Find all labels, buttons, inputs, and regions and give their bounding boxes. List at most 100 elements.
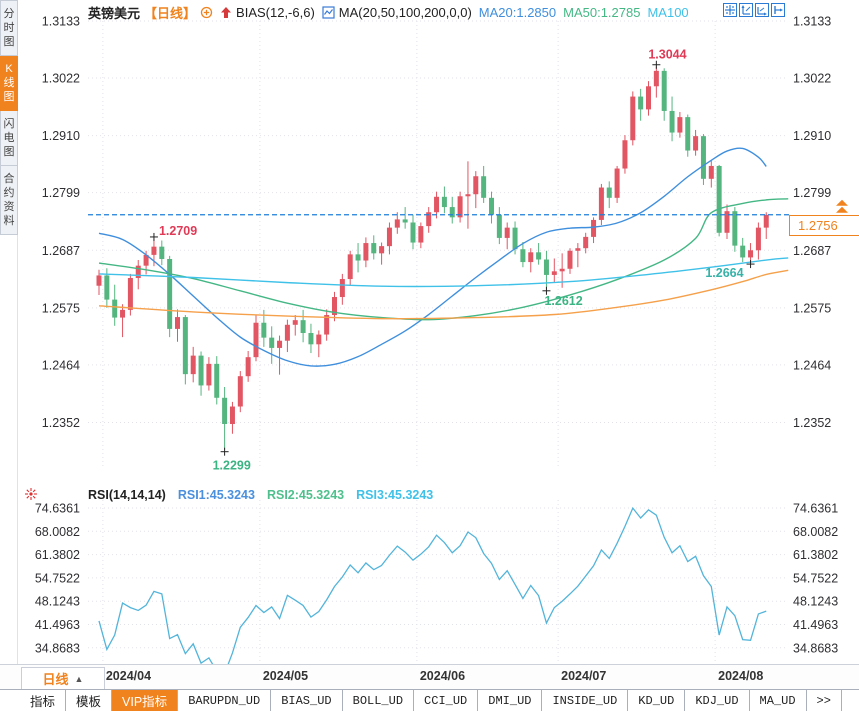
add-indicator-icon[interactable] (200, 6, 213, 19)
indicator-tab-10[interactable]: KDJ_UD (685, 690, 750, 711)
axis-label: 61.3802 (793, 548, 838, 562)
price-alert-icon (836, 199, 848, 213)
axis-label: 1.2799 (793, 186, 831, 200)
rsi-line-layer (98, 506, 767, 664)
period-label: 日线 (42, 672, 69, 687)
indicator-tab-8[interactable]: INSIDE_UD (542, 690, 629, 711)
price-marker-label: 1.3044 (648, 48, 686, 62)
axis-label: 61.3802 (35, 548, 80, 562)
scale-vertical-icon[interactable] (739, 3, 753, 17)
sidebar-divider (17, 0, 18, 664)
ma-chart-icon (322, 5, 335, 19)
axis-label: 34.8683 (35, 641, 80, 655)
indicator-tab-4[interactable]: BIAS_UD (271, 690, 343, 711)
ma20-value: MA20:1.2850 (478, 4, 557, 20)
indicator-tab-3[interactable]: BARUPDN_UD (178, 690, 272, 711)
ma-line-ma100 (98, 257, 789, 288)
axis-label: 1.2464 (793, 358, 831, 372)
price-markers-layer: 1.2709 1.2299 1.2612 1.3044 1.2664 (149, 48, 755, 473)
rsi3-value: RSI3:45.3243 (356, 487, 434, 502)
ma-line-ma50 (98, 198, 789, 321)
chart-toolbar-icons (723, 3, 785, 17)
price-marker-label: 1.2299 (213, 459, 251, 473)
sidebar-tab-0[interactable]: 分时图 (0, 0, 18, 56)
axis-label: 1.2464 (42, 358, 80, 372)
ma-group-label: MA(20,50,100,200,0,0) (338, 4, 472, 20)
axis-label: 1.3022 (793, 72, 831, 86)
axis-label: 1.2910 (42, 129, 80, 143)
ma100-value: MA100 (647, 4, 689, 20)
sidebar-tab-3[interactable]: 合约资料 (0, 166, 18, 235)
month-label: 2024/07 (561, 669, 607, 683)
ma-lines-layer (98, 147, 789, 367)
bottom-toolbar: 指标 模板 VIP指标 BARUPDN_UD BIAS_UD BOLL_UD CCI_UD D… (0, 689, 859, 711)
axis-label: 74.6361 (793, 502, 838, 516)
grid-layer (88, 20, 788, 663)
axis-label: 41.4963 (35, 618, 80, 632)
axis-label: 74.6361 (35, 502, 80, 516)
indicator-tab-0[interactable]: 指标 (20, 690, 67, 711)
pan-right-icon[interactable] (771, 3, 785, 17)
period-tag: 【日线】 (144, 5, 197, 21)
current-price-value: 1.2756 (798, 218, 838, 233)
month-label: 2024/04 (105, 669, 152, 683)
axis-label: 1.2687 (793, 244, 831, 258)
rsi-header: RSI(14,14,14) RSI1:45.3243 RSI2:45.3243 … (88, 487, 433, 502)
axis-label: 34.8683 (793, 641, 838, 655)
collapse-arrow-icon: ▲ (74, 673, 84, 684)
symbol-title: 英镑美元 (88, 5, 141, 21)
month-label: 2024/05 (262, 669, 309, 683)
axis-label: 48.1243 (35, 595, 80, 609)
price-marker-label: 1.2612 (544, 294, 582, 308)
axis-label: 54.7522 (793, 571, 838, 585)
axis-label: 68.0082 (793, 525, 838, 539)
bias-arrow-icon (220, 6, 232, 19)
axis-label: 1.3133 (42, 15, 80, 29)
ma-line-ma200 (98, 269, 789, 320)
indicator-tab-2[interactable]: VIP指标 (112, 690, 179, 711)
ma-line-ma20 (98, 147, 767, 367)
axis-label: 1.2910 (793, 129, 831, 143)
axis-label: 68.0082 (35, 525, 80, 539)
indicator-tab-6[interactable]: CCI_UD (414, 690, 479, 711)
ma50-value: MA50:1.2785 (563, 4, 641, 20)
month-label: 2024/06 (419, 669, 466, 683)
axis-label: 1.2352 (793, 416, 831, 430)
period-selector[interactable]: 日线 ▲ (21, 667, 105, 690)
month-label: 2024/08 (718, 669, 764, 683)
candles-layer[interactable] (96, 66, 769, 450)
indicator-tab-9[interactable]: KD_UD (628, 690, 686, 711)
main-chart-header: 英镑美元 【日线】 BIAS(12,-6,6) MA(20,50,100,200… (88, 4, 689, 21)
rsi2-value: RSI2:45.3243 (266, 487, 345, 502)
axis-label: 48.1243 (793, 595, 838, 609)
axis-labels-layer: 1.3133 1.3133 1.3022 1.3022 1.2910 1.2910 1.27… (35, 15, 838, 656)
indicator-tab-7[interactable]: DMI_UD (478, 690, 543, 711)
axis-label: 1.2575 (42, 301, 80, 315)
indicator-tab-5[interactable]: BOLL_UD (343, 690, 415, 711)
axis-label: 1.3133 (793, 15, 831, 29)
crosshair-icon[interactable] (723, 3, 737, 17)
axis-label: 1.2687 (42, 244, 80, 258)
price-marker-label: 1.2709 (159, 224, 197, 238)
rsi1-value: RSI1:45.3243 (177, 487, 255, 502)
axis-label: 1.2799 (42, 186, 80, 200)
indicator-tab-11[interactable]: MA_UD (750, 690, 807, 711)
more-indicators-button[interactable]: >> (807, 690, 842, 711)
indicator-tab-1[interactable]: 模板 (66, 690, 113, 711)
axis-label: 1.3022 (42, 72, 80, 86)
axis-label: 41.4963 (793, 618, 838, 632)
starburst-icon (25, 488, 37, 500)
axis-label: 1.2575 (793, 301, 831, 315)
date-axis-row: 日线 ▲ 2024/04 2024/05 2024/06 2024/07 2024/08 (0, 665, 859, 690)
bias-label: BIAS(12,-6,6) (236, 4, 315, 20)
axis-label: 54.7522 (35, 571, 80, 585)
current-price-badge: 1.2756 (789, 215, 859, 236)
scale-horizontal-icon[interactable] (755, 3, 769, 17)
sidebar-tab-2[interactable]: 闪电图 (0, 111, 18, 166)
rsi-title: RSI(14,14,14) (88, 487, 166, 502)
panel-divider (0, 664, 859, 665)
